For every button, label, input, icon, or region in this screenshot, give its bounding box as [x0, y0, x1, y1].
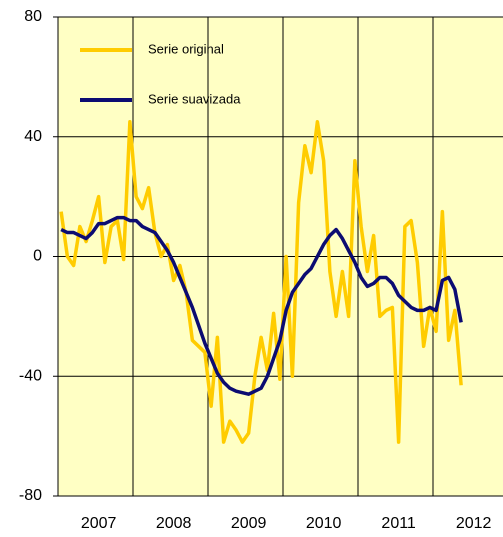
x-tick-label: 2009	[231, 515, 267, 532]
y-tick-label: 40	[24, 128, 42, 145]
legend-label: Serie suavizada	[148, 91, 241, 106]
x-tick-label: 2007	[81, 515, 117, 532]
legend-label: Serie original	[148, 41, 224, 56]
x-tick-label: 2011	[381, 515, 416, 532]
x-tick-label: 2008	[156, 515, 192, 532]
series-line	[60, 215, 463, 396]
y-tick-label: 0	[33, 248, 42, 265]
x-tick-label: 2012	[456, 515, 492, 532]
y-tick-label: 80	[24, 8, 42, 25]
y-tick-label: -80	[19, 487, 42, 504]
x-tick-label: 2010	[306, 515, 342, 532]
series-line	[59, 120, 463, 444]
y-tick-label: -40	[19, 367, 42, 384]
